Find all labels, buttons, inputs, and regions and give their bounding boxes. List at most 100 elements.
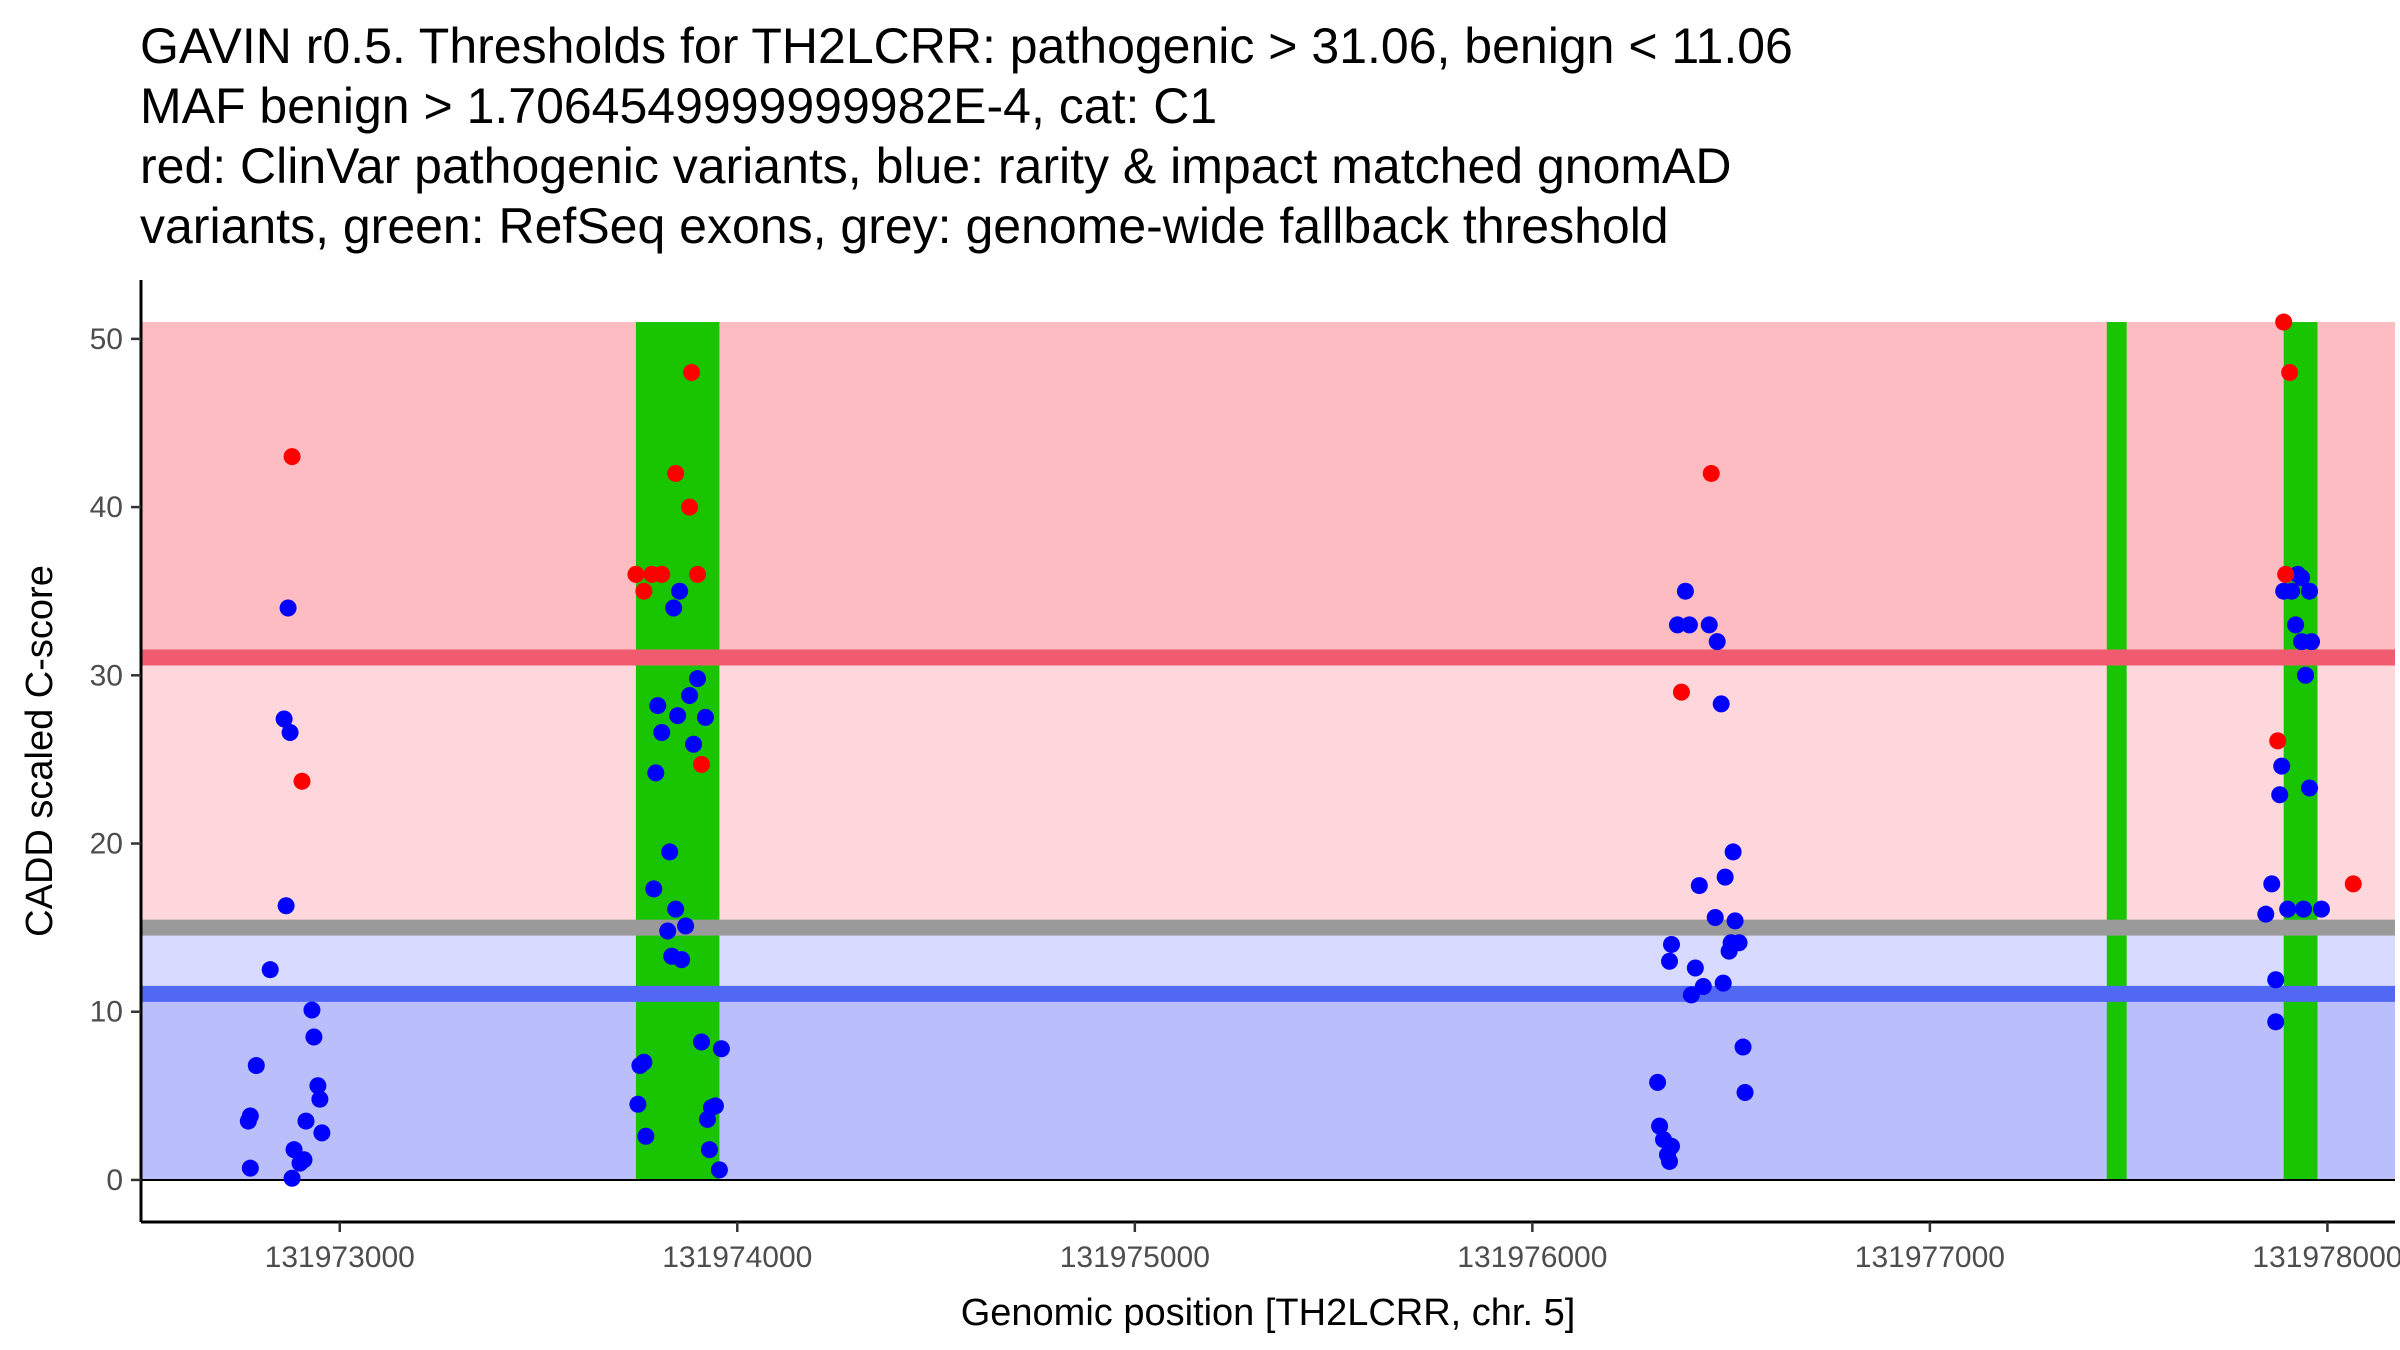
title-line-3: red: ClinVar pathogenic variants, blue: … bbox=[140, 138, 1732, 194]
gnomad-variant-point bbox=[1680, 616, 1698, 634]
gnomad-variant-point bbox=[1724, 843, 1742, 861]
clinvar-pathogenic-point bbox=[2344, 875, 2362, 893]
gnomad-variant-point bbox=[313, 1124, 331, 1142]
gnomad-variant-point bbox=[1734, 1038, 1752, 1056]
gnomad-variant-point bbox=[706, 1097, 724, 1115]
exon-band-1 bbox=[635, 322, 720, 1180]
gnomad-variant-point bbox=[241, 1107, 259, 1125]
gnomad-variant-point bbox=[669, 707, 687, 725]
gnomad-variant-point bbox=[665, 599, 683, 617]
gnomad-variant-point bbox=[2301, 779, 2319, 797]
gnomad-variant-point bbox=[2287, 616, 2305, 634]
gnomad-variant-point bbox=[261, 961, 279, 979]
y-tick-label: 10 bbox=[90, 996, 123, 1029]
zone-benign bbox=[141, 993, 2395, 1180]
gnomad-variant-point bbox=[2312, 900, 2330, 918]
gnomad-variant-point bbox=[2271, 786, 2289, 804]
gnomad-variant-point bbox=[689, 670, 707, 688]
gnomad-variant-point bbox=[671, 582, 689, 600]
gnomad-variant-point bbox=[247, 1057, 265, 1075]
gnomad-variant-point bbox=[2267, 971, 2285, 989]
x-tick-label: 131973000 bbox=[265, 1241, 415, 1274]
gnomad-variant-point bbox=[295, 1151, 313, 1169]
gnomad-variant-point bbox=[1736, 1083, 1754, 1101]
y-tick-label: 20 bbox=[90, 828, 123, 861]
zone-upper-mid bbox=[141, 657, 2395, 928]
gnomad-variant-point bbox=[677, 917, 695, 935]
gnomad-variant-point bbox=[659, 922, 677, 940]
y-tick-label: 40 bbox=[90, 491, 123, 524]
gnomad-variant-point bbox=[1712, 695, 1730, 713]
y-tick-label: 0 bbox=[106, 1164, 123, 1197]
x-tick-label: 131976000 bbox=[1457, 1241, 1607, 1274]
gnomad-variant-point bbox=[309, 1077, 327, 1095]
gnomad-variant-point bbox=[635, 1053, 653, 1071]
gnomad-variant-point bbox=[2297, 666, 2315, 684]
gnomad-variant-point bbox=[297, 1112, 315, 1130]
gnomad-variant-point bbox=[241, 1159, 259, 1177]
gnomad-variant-point bbox=[1716, 868, 1734, 886]
clinvar-pathogenic-point bbox=[283, 448, 301, 466]
gnomad-variant-point bbox=[647, 764, 665, 782]
chart-title: GAVIN r0.5. Thresholds for TH2LCRR: path… bbox=[140, 16, 2380, 256]
zone-pathogenic bbox=[141, 322, 2395, 658]
gnomad-variant-point bbox=[1706, 909, 1724, 927]
x-tick-label: 131975000 bbox=[1060, 1241, 1210, 1274]
gnomad-variant-point bbox=[653, 723, 671, 741]
clinvar-pathogenic-point bbox=[1672, 683, 1690, 701]
clinvar-pathogenic-point bbox=[683, 364, 701, 382]
gnomad-variant-point bbox=[1682, 986, 1700, 1004]
y-tick-label: 50 bbox=[90, 323, 123, 356]
gnomad-variant-point bbox=[281, 723, 299, 741]
gnomad-variant-point bbox=[649, 697, 667, 715]
y-tick-label: 30 bbox=[90, 659, 123, 692]
gnomad-variant-point bbox=[1662, 935, 1680, 953]
gnomad-variant-point bbox=[712, 1040, 730, 1058]
clinvar-pathogenic-point bbox=[1702, 464, 1720, 482]
gnomad-variant-point bbox=[673, 951, 691, 969]
gnomad-variant-point bbox=[645, 880, 663, 898]
gnomad-variant-point bbox=[710, 1161, 728, 1179]
gnomad-variant-point bbox=[279, 599, 297, 617]
gnomad-variant-point bbox=[637, 1127, 655, 1145]
gnomad-variant-point bbox=[2257, 905, 2275, 923]
gnomad-variant-point bbox=[1690, 877, 1708, 895]
gnomad-variant-point bbox=[685, 735, 703, 753]
gnomad-variant-point bbox=[2303, 633, 2321, 651]
gnomad-variant-point bbox=[1730, 934, 1748, 952]
gnomad-variant-point bbox=[1661, 952, 1679, 970]
gnomad-variant-point bbox=[629, 1095, 647, 1113]
gnomad-variant-point bbox=[661, 843, 679, 861]
gnomad-variant-point bbox=[696, 708, 714, 726]
gnomad-variant-point bbox=[1649, 1073, 1667, 1091]
gnomad-variant-point bbox=[275, 710, 293, 728]
x-tick-label: 131978000 bbox=[2252, 1241, 2400, 1274]
gnomad-variant-point bbox=[693, 1033, 711, 1051]
gnomad-variant-point bbox=[1686, 959, 1704, 977]
clinvar-pathogenic-point bbox=[681, 498, 699, 516]
threshold-zones bbox=[141, 322, 2395, 1180]
clinvar-pathogenic-point bbox=[2275, 313, 2293, 331]
gnomad-variant-point bbox=[667, 900, 685, 918]
clinvar-pathogenic-point bbox=[635, 582, 653, 600]
gnomad-variant-point bbox=[2273, 757, 2291, 775]
gnomad-variant-point bbox=[2279, 900, 2297, 918]
gnomad-variant-point bbox=[1694, 978, 1712, 995]
x-axis-title: Genomic position [TH2LCRR, chr. 5] bbox=[961, 1292, 1576, 1334]
clinvar-pathogenic-point bbox=[667, 464, 685, 482]
gnomad-variant-point bbox=[1662, 1137, 1680, 1155]
gnomad-variant-point bbox=[2301, 582, 2319, 600]
gnomad-variant-point bbox=[2267, 1013, 2285, 1031]
clinvar-pathogenic-point bbox=[627, 565, 645, 583]
threshold-lines bbox=[141, 649, 2395, 1181]
clinvar-pathogenic-point bbox=[2277, 565, 2295, 583]
exon-band-3 bbox=[2283, 322, 2318, 1180]
gnomad-variant-point bbox=[277, 897, 295, 915]
gnomad-variant-point bbox=[1676, 582, 1694, 600]
clinvar-pathogenic-point bbox=[293, 772, 311, 790]
gnomad-variant-point bbox=[1726, 912, 1744, 930]
clinvar-pathogenic-point bbox=[2281, 364, 2299, 382]
clinvar-pathogenic-point bbox=[2269, 732, 2287, 750]
gnomad-variant-point bbox=[1661, 1152, 1679, 1170]
